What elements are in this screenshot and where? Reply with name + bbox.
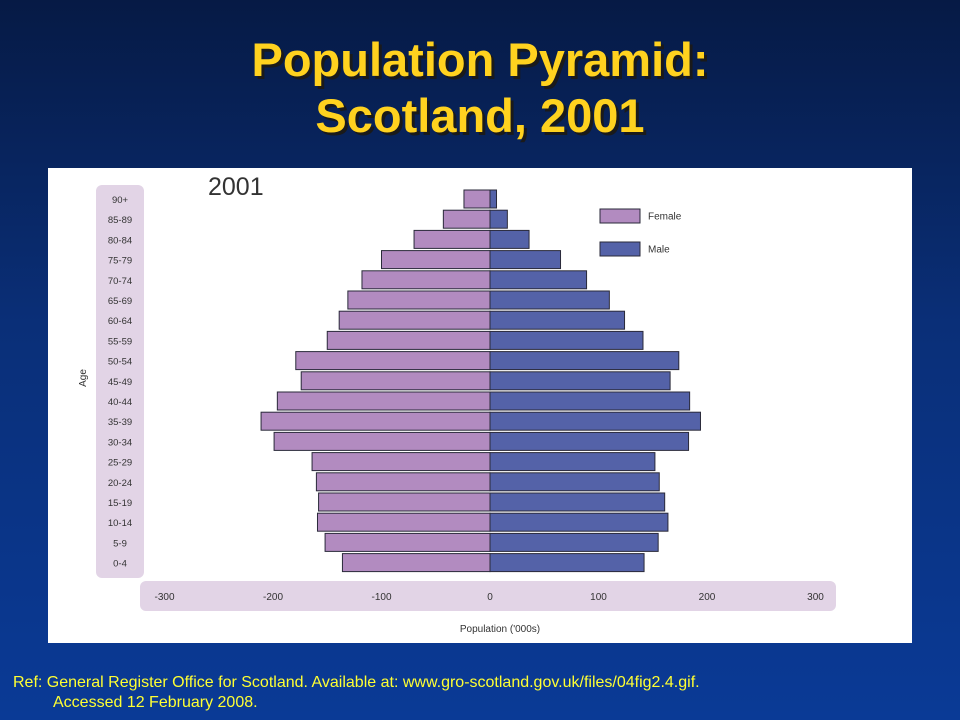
labels-group: 90+ 85-89 80-84 75-79 70-74 65-69 60-64 55-59 50… xyxy=(78,173,824,635)
male-bar-65-69 xyxy=(489,290,610,310)
male-bar-90+ xyxy=(489,189,498,209)
male-bar-40-44 xyxy=(489,391,691,411)
slide-title: Population Pyramid: Scotland, 2001 xyxy=(0,32,960,144)
male-bar-15-19 xyxy=(489,492,666,512)
x-tick-label: 300 xyxy=(807,592,824,603)
female-bar-90+ xyxy=(463,189,491,209)
y-axis-label: Age xyxy=(78,369,89,387)
female-legend-label: Female xyxy=(648,212,682,223)
female-bar-60-64 xyxy=(338,310,491,330)
bars-group xyxy=(260,189,701,573)
male-bar-60-64 xyxy=(489,310,626,330)
population-pyramid-chart: 90+ 85-89 80-84 75-79 70-74 65-69 60-64 55-59 50… xyxy=(48,168,912,643)
female-bar-80-84 xyxy=(413,229,491,249)
age-tick-label: 55-59 xyxy=(108,336,132,347)
male-bar-45-49 xyxy=(489,371,671,391)
reference-note: Ref: General Register Office for Scotlan… xyxy=(13,673,700,713)
male-bar-80-84 xyxy=(489,229,530,249)
age-tick-label: 35-39 xyxy=(108,417,132,428)
female-bar-65-69 xyxy=(347,290,491,310)
male-bar-75-79 xyxy=(489,250,562,270)
male-bar-20-24 xyxy=(489,472,660,492)
age-tick-label: 0-4 xyxy=(113,559,127,570)
female-bar-10-14 xyxy=(316,512,491,532)
female-bar-55-59 xyxy=(326,330,491,350)
age-tick-label: 65-69 xyxy=(108,296,132,307)
male-bar-0-4 xyxy=(489,553,645,573)
x-axis-label: Population ('000s) xyxy=(460,624,540,635)
x-tick-label: -300 xyxy=(154,592,174,603)
female-bar-75-79 xyxy=(381,250,491,270)
female-bar-25-29 xyxy=(311,452,491,472)
age-tick-label: 30-34 xyxy=(108,437,132,448)
age-tick-label: 10-14 xyxy=(108,518,132,529)
age-tick-label: 70-74 xyxy=(108,276,132,287)
x-tick-label: -100 xyxy=(371,592,391,603)
year-label: 2001 xyxy=(208,173,264,201)
age-tick-label: 85-89 xyxy=(108,215,132,226)
x-axis-panel-bg xyxy=(140,581,836,611)
male-legend-swatch xyxy=(599,241,641,257)
female-bar-5-9 xyxy=(324,532,491,552)
male-bar-30-34 xyxy=(489,431,690,451)
reference-line-1: Ref: General Register Office for Scotlan… xyxy=(13,674,700,691)
age-tick-label: 45-49 xyxy=(108,377,132,388)
male-bar-25-29 xyxy=(489,452,656,472)
male-bar-85-89 xyxy=(489,209,508,229)
male-bar-10-14 xyxy=(489,512,669,532)
male-bar-5-9 xyxy=(489,532,659,552)
male-bar-55-59 xyxy=(489,330,644,350)
male-legend-label: Male xyxy=(648,245,670,256)
male-bar-50-54 xyxy=(489,351,680,371)
x-tick-label: 200 xyxy=(699,592,716,603)
title-line-2: Scotland, 2001 xyxy=(315,89,645,142)
x-tick-label: 100 xyxy=(590,592,607,603)
age-panel-bg xyxy=(96,185,144,578)
chart-svg: 90+ 85-89 80-84 75-79 70-74 65-69 60-64 55-59 50… xyxy=(78,173,836,635)
age-tick-label: 5-9 xyxy=(113,538,127,549)
age-tick-label: 75-79 xyxy=(108,256,132,267)
x-axis-panel xyxy=(140,581,836,611)
female-bar-45-49 xyxy=(300,371,491,391)
female-bar-85-89 xyxy=(442,209,491,229)
female-bar-35-39 xyxy=(260,411,491,431)
age-labels-panel xyxy=(96,185,144,578)
male-bar-70-74 xyxy=(489,270,588,290)
female-bar-30-34 xyxy=(273,431,491,451)
age-tick-label: 60-64 xyxy=(108,316,132,327)
age-tick-label: 40-44 xyxy=(108,397,132,408)
age-tick-label: 15-19 xyxy=(108,498,132,509)
male-bar-35-39 xyxy=(489,411,701,431)
female-legend-swatch xyxy=(599,208,641,224)
x-tick-label: 0 xyxy=(487,592,493,603)
female-bar-50-54 xyxy=(295,351,491,371)
legend: Female Male xyxy=(599,208,682,257)
reference-line-2: Accessed 12 February 2008. xyxy=(53,694,258,711)
female-bar-70-74 xyxy=(361,270,491,290)
age-tick-label: 90+ xyxy=(112,195,129,206)
title-line-1: Population Pyramid: xyxy=(251,33,709,86)
female-bar-20-24 xyxy=(315,472,491,492)
age-tick-label: 25-29 xyxy=(108,458,132,469)
female-bar-40-44 xyxy=(276,391,491,411)
age-tick-label: 50-54 xyxy=(108,357,132,368)
age-tick-label: 80-84 xyxy=(108,235,132,246)
female-bar-15-19 xyxy=(318,492,491,512)
x-tick-label: -200 xyxy=(263,592,283,603)
female-bar-0-4 xyxy=(341,553,491,573)
age-tick-label: 20-24 xyxy=(108,478,132,489)
